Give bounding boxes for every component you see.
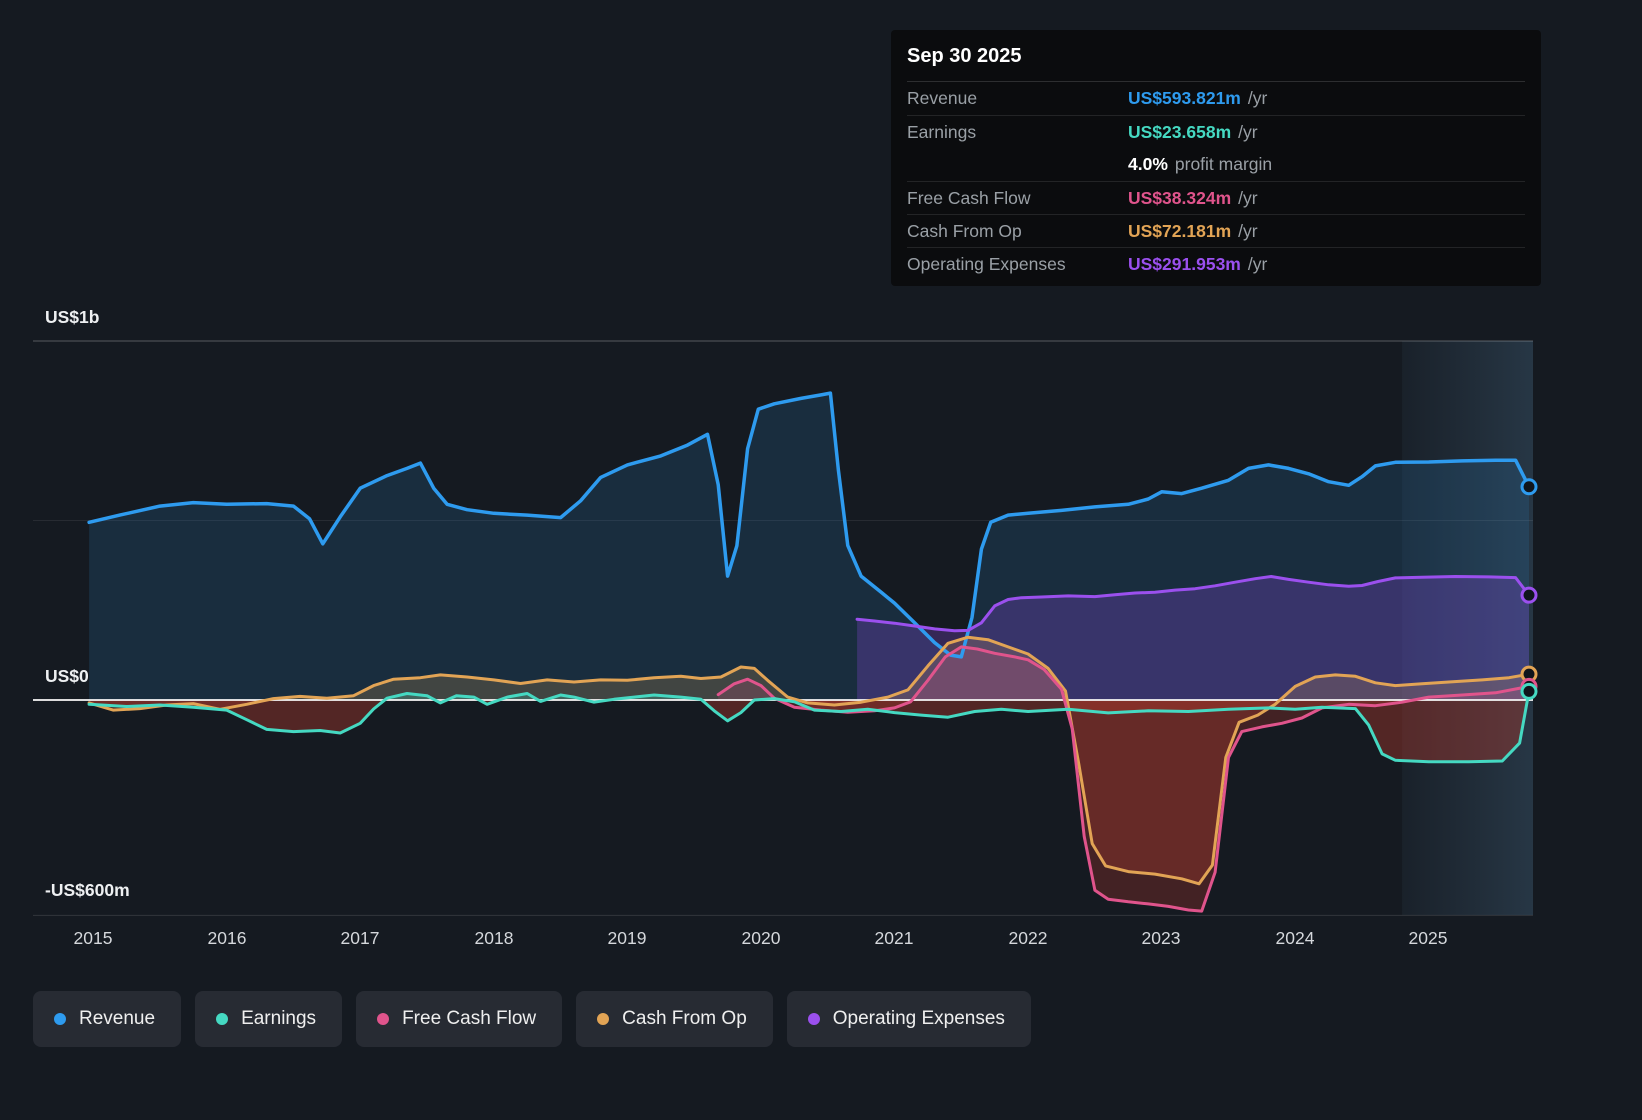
cash-from-op-dot-icon — [597, 1013, 610, 1025]
chart-tooltip: Sep 30 2025 Revenue US$593.821m /yr Earn… — [891, 30, 1541, 286]
legend-label-revenue: Revenue — [79, 1008, 156, 1029]
earnings-end-marker — [1520, 682, 1538, 700]
legend-item-revenue[interactable]: Revenue — [33, 991, 182, 1047]
x-label-2023: 2023 — [1141, 928, 1181, 948]
tooltip-row-cash-from-op: Cash From Op US$72.181m /yr — [907, 214, 1525, 247]
current-period-band — [1402, 341, 1533, 915]
legend-label-cash-from-op: Cash From Op — [622, 1008, 747, 1029]
revenue-area — [89, 393, 1530, 700]
legend-item-operating-expenses[interactable]: Operating Expenses — [786, 991, 1031, 1047]
legend: Revenue Earnings Free Cash Flow Cash Fro… — [33, 991, 1031, 1047]
x-label-2017: 2017 — [340, 928, 380, 948]
tooltip-label-free-cash-flow: Free Cash Flow — [907, 187, 1031, 208]
y-axis-label-0: US$0 — [45, 666, 89, 686]
tooltip-value-earnings: US$23.658m — [1128, 121, 1232, 142]
revenue-dot-icon — [54, 1013, 66, 1025]
free-cash-flow-dot-icon — [377, 1013, 390, 1025]
tooltip-label-operating-expenses: Operating Expenses — [907, 253, 1066, 274]
legend-label-earnings: Earnings — [241, 1008, 317, 1029]
x-label-2016: 2016 — [207, 928, 247, 948]
earnings-dot-icon — [216, 1013, 229, 1025]
tooltip-value-revenue: US$593.821m — [1128, 88, 1241, 108]
tooltip-label-revenue: Revenue — [907, 88, 978, 108]
tooltip-suffix-free-cash-flow: /yr — [1238, 187, 1258, 208]
x-label-2019: 2019 — [607, 928, 647, 948]
tooltip-value-operating-expenses: US$291.953m — [1128, 253, 1241, 274]
earnings-line — [87, 689, 1531, 764]
tooltip-suffix-revenue: /yr — [1247, 88, 1268, 108]
opex-end-marker — [1520, 586, 1538, 604]
y-axis-label-neg600m: -US$600m — [45, 880, 130, 900]
revenue-end-marker — [1520, 478, 1538, 496]
x-label-2015: 2015 — [73, 928, 113, 948]
opex-area — [857, 576, 1529, 700]
tooltip-suffix-operating-expenses: /yr — [1247, 253, 1268, 274]
tooltip-row-operating-expenses: Operating Expenses US$291.953m /yr — [907, 247, 1525, 280]
x-label-2024: 2024 — [1275, 928, 1315, 948]
tooltip-suffix-earnings: /yr — [1238, 121, 1258, 142]
opex-line — [855, 575, 1531, 633]
tooltip-value-free-cash-flow: US$38.324m — [1128, 187, 1232, 208]
x-label-2018: 2018 — [474, 928, 514, 948]
tooltip-row-earnings: Earnings US$23.658m /yr — [907, 115, 1525, 148]
cash-from-op-area-negative — [89, 700, 1529, 884]
revenue-line — [87, 391, 1531, 659]
legend-label-operating-expenses: Operating Expenses — [832, 1008, 1005, 1029]
tooltip-value-cash-from-op: US$72.181m — [1128, 220, 1232, 241]
operating-expenses-dot-icon — [807, 1013, 820, 1025]
x-label-2021: 2021 — [874, 928, 914, 948]
legend-item-free-cash-flow[interactable]: Free Cash Flow — [356, 991, 563, 1047]
tooltip-row-revenue: Revenue US$593.821m /yr — [907, 82, 1525, 115]
legend-item-cash-from-op[interactable]: Cash From Op — [576, 991, 773, 1047]
x-label-2020: 2020 — [741, 928, 781, 948]
legend-label-free-cash-flow: Free Cash Flow — [402, 1008, 537, 1029]
tooltip-suffix-cash-from-op: /yr — [1238, 220, 1258, 241]
tooltip-label-earnings: Earnings — [907, 121, 977, 142]
legend-item-earnings[interactable]: Earnings — [195, 991, 343, 1047]
tooltip-row-free-cash-flow: Free Cash Flow US$38.324m /yr — [907, 181, 1525, 214]
tooltip-profit-margin-value: 4.0% — [1128, 154, 1168, 174]
x-label-2022: 2022 — [1008, 928, 1048, 948]
tooltip-date: Sep 30 2025 — [907, 30, 1525, 82]
tooltip-profit-margin-label: profit margin — [1174, 154, 1273, 174]
tooltip-label-cash-from-op: Cash From Op — [907, 220, 1022, 241]
x-label-2025: 2025 — [1408, 928, 1448, 948]
free-cash-flow-area-negative — [718, 700, 1529, 912]
y-axis-label-1b: US$1b — [45, 307, 100, 327]
cash-from-op-area — [89, 637, 1529, 700]
tooltip-row-profit-margin: 4.0% profit margin — [907, 148, 1525, 181]
cash-from-op-line — [87, 635, 1531, 886]
